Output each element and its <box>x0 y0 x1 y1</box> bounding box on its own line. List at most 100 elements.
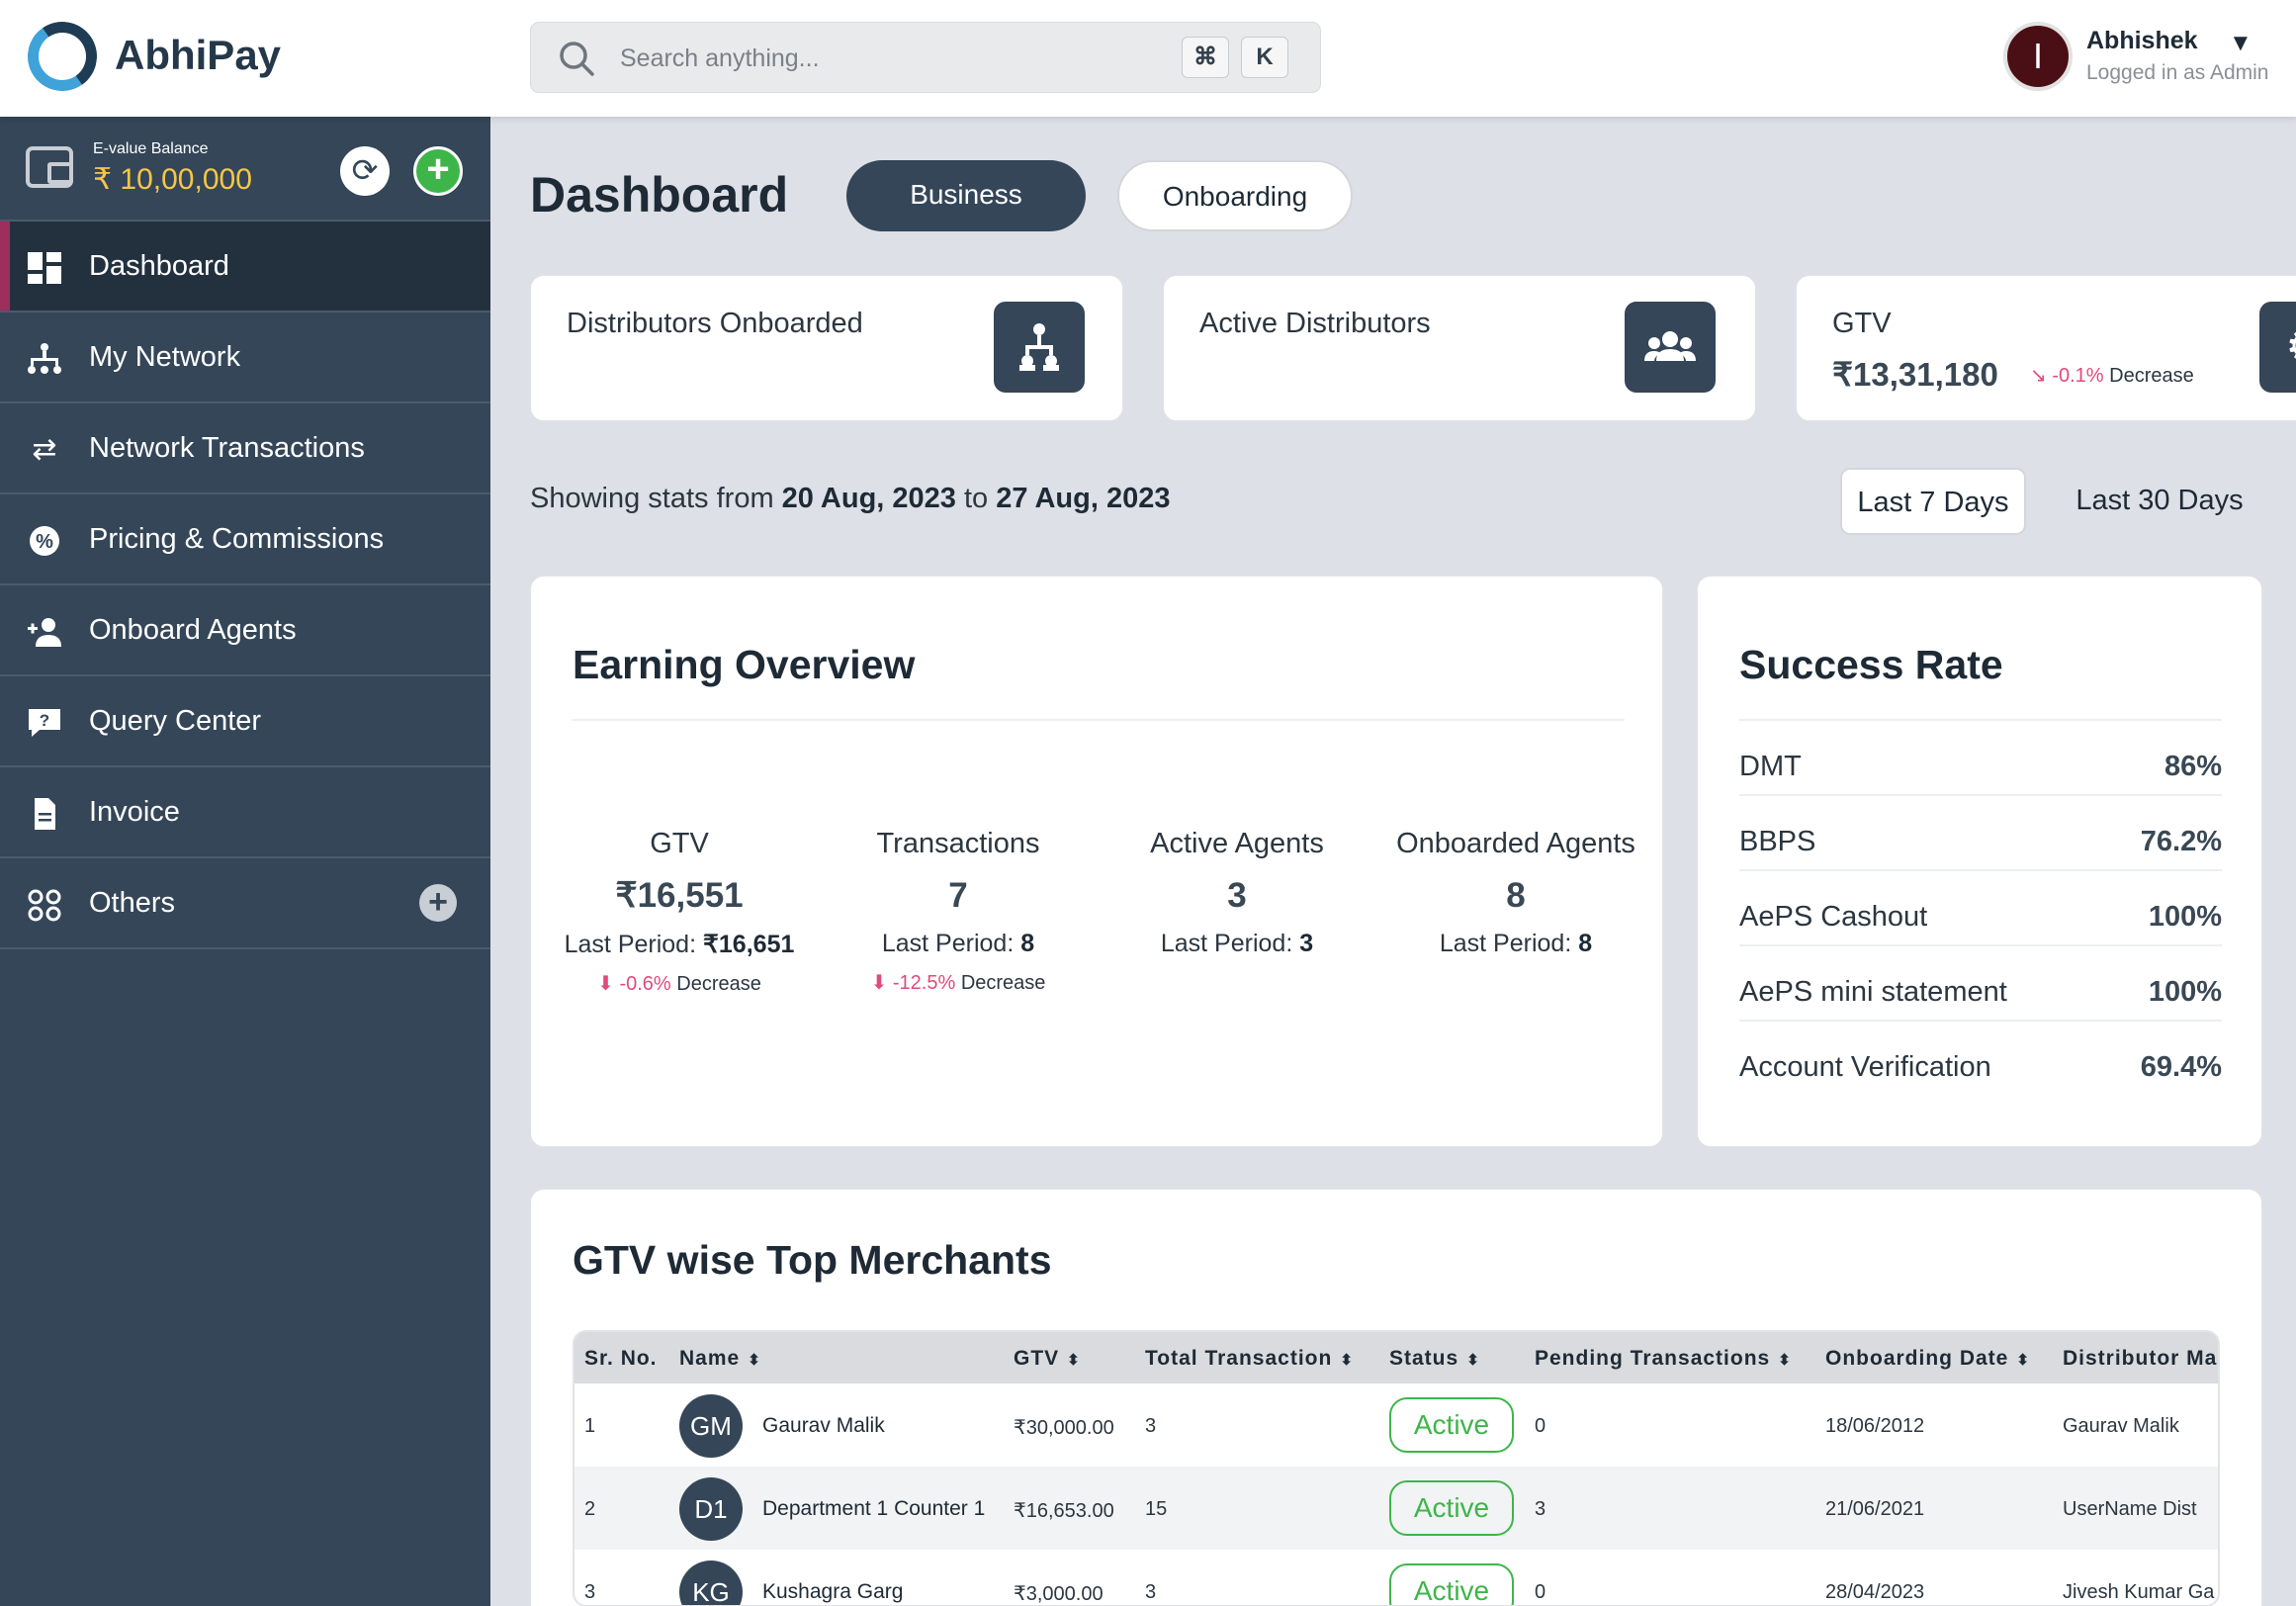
avatar: GM <box>679 1394 743 1458</box>
top-merchants-card: GTV wise Top Merchants Sr. No. Name ⬍ GTV… <box>530 1189 2262 1606</box>
cell-sr: 3 <box>584 1581 596 1603</box>
column-header-gtv[interactable]: GTV ⬍ <box>1014 1347 1081 1371</box>
cell-total: 3 <box>1145 1415 1157 1437</box>
success-row: AePS mini statement 100% <box>1739 946 2222 1022</box>
metric-last-period: Last Period: 8 <box>1387 930 1644 958</box>
metric-active-agents: Active Agents 3 Last Period: 3 <box>1108 828 1366 958</box>
section-title: Earning Overview <box>573 642 916 687</box>
sidebar-item-network-transactions[interactable]: ⇄ Network Transactions <box>0 403 490 494</box>
range-sep: to <box>963 483 989 514</box>
cell-distributor: Jivesh Kumar Ga <box>2063 1581 2215 1603</box>
cell-total: 3 <box>1145 1581 1157 1603</box>
sort-icon[interactable]: ⬍ <box>1340 1352 1354 1369</box>
avatar: KG <box>679 1561 743 1605</box>
sort-icon[interactable]: ⬍ <box>1067 1352 1081 1369</box>
sidebar-item-my-network[interactable]: My Network <box>0 312 490 403</box>
user-name[interactable]: Abhishek <box>2086 27 2198 54</box>
add-balance-button[interactable]: + <box>413 146 463 196</box>
cell-pending: 0 <box>1535 1581 1546 1603</box>
range-from: 20 Aug, 2023 <box>781 483 956 514</box>
cell-pending: 0 <box>1535 1415 1546 1437</box>
metric-value: 8 <box>1506 876 1526 915</box>
search-input[interactable]: Search anything... <box>620 45 820 72</box>
cell-gtv: ₹16,653.00 <box>1014 1500 1114 1522</box>
expand-plus-icon[interactable]: + <box>419 884 457 922</box>
column-header-onboarding-date[interactable]: Onboarding Date ⬍ <box>1825 1347 2030 1371</box>
brand-name: AbhiPay <box>115 32 282 78</box>
arrow-down-icon: ⬇ <box>597 973 614 995</box>
sidebar-item-label: Invoice <box>89 796 180 828</box>
column-header-name[interactable]: Name ⬍ <box>679 1347 761 1371</box>
cell-sr: 2 <box>584 1498 596 1520</box>
svg-text:%: % <box>36 531 53 553</box>
success-label: DMT <box>1739 751 1802 782</box>
column-header-pending[interactable]: Pending Transactions ⬍ <box>1535 1347 1792 1371</box>
network-icon <box>28 343 61 374</box>
success-rate-card: Success Rate DMT 86% BBPS 76.2% AePS Casho… <box>1697 576 2262 1147</box>
user-menu-caret-icon[interactable]: ▼ <box>2229 30 2252 56</box>
document-icon <box>35 798 55 830</box>
table-row[interactable]: 3 KG Kushagra Garg ₹3,000.00 3 Active 0 … <box>574 1550 2218 1605</box>
kpi-change-direction: Decrease <box>2109 365 2194 387</box>
kpi-label: Active Distributors <box>1199 308 1431 339</box>
last-period-label: Last Period: <box>564 931 697 958</box>
kpi-change: ↘ -0.1% Decrease <box>2030 363 2194 388</box>
refresh-balance-button[interactable]: ⟳ <box>340 146 390 196</box>
sort-icon[interactable]: ⬍ <box>1466 1352 1480 1369</box>
tab-business[interactable]: Business <box>846 160 1086 231</box>
metric-change: ⬇ -12.5% Decrease <box>830 970 1087 995</box>
metric-gtv: GTV ₹16,551 Last Period: ₹16,651 ⬇ -0.6%… <box>551 828 808 996</box>
sort-icon[interactable]: ⬍ <box>2016 1352 2030 1369</box>
column-header-total-transaction[interactable]: Total Transaction ⬍ <box>1145 1347 1354 1371</box>
wallet-panel: E-value Balance ₹ 10,00,000 ⟳ + <box>0 117 490 222</box>
status-badge: Active <box>1389 1563 1514 1605</box>
sidebar-item-pricing-commissions[interactable]: % Pricing & Commissions <box>0 494 490 585</box>
cell-name: Kushagra Garg <box>762 1580 904 1603</box>
kpi-label: Distributors Onboarded <box>567 308 863 339</box>
sidebar-item-label: Dashboard <box>89 250 229 282</box>
column-header-label: GTV <box>1014 1347 1060 1370</box>
refresh-icon: ⟳ <box>351 152 379 188</box>
question-chat-icon: ? <box>29 709 60 737</box>
user-avatar[interactable]: I <box>2003 22 2073 91</box>
kpi-label: GTV <box>1832 308 1892 339</box>
sort-icon[interactable]: ⬍ <box>1778 1352 1792 1369</box>
range-last-7-days-button[interactable]: Last 7 Days <box>1840 468 2026 535</box>
sidebar-item-label: Network Transactions <box>89 432 365 464</box>
last-period-value: 8 <box>1020 930 1035 957</box>
column-header-label: Status <box>1389 1347 1459 1370</box>
sidebar-item-dashboard[interactable]: Dashboard <box>0 222 490 312</box>
dashboard-icon <box>28 252 61 284</box>
column-header-status[interactable]: Status ⬍ <box>1389 1347 1480 1371</box>
wallet-balance: ₹ 10,00,000 <box>93 163 252 196</box>
page-title: Dashboard <box>530 167 789 223</box>
sidebar-item-query-center[interactable]: ? Query Center <box>0 676 490 767</box>
sidebar-item-invoice[interactable]: Invoice <box>0 767 490 858</box>
sort-icon[interactable]: ⬍ <box>748 1352 761 1369</box>
sidebar-item-onboard-agents[interactable]: Onboard Agents <box>0 585 490 676</box>
metric-label: Active Agents <box>1150 828 1324 859</box>
sidebar-item-label: Onboard Agents <box>89 614 297 646</box>
sidebar-item-label: Pricing & Commissions <box>89 523 385 555</box>
range-last-30-days-button[interactable]: Last 30 Days <box>2075 485 2244 516</box>
sidebar-item-others[interactable]: Others + <box>0 858 490 949</box>
tab-onboarding[interactable]: Onboarding <box>1117 160 1353 231</box>
metric-last-period: Last Period: 8 <box>830 930 1087 958</box>
success-label: BBPS <box>1739 826 1816 857</box>
cell-sr: 1 <box>584 1415 596 1437</box>
column-header-sr: Sr. No. <box>584 1347 658 1370</box>
divider <box>573 719 1625 721</box>
table-row[interactable]: 2 D1 Department 1 Counter 1 ₹16,653.00 1… <box>574 1467 2218 1550</box>
search-bar[interactable]: Search anything... ⌘ K <box>530 22 1321 93</box>
table-row[interactable]: 1 GM Gaurav Malik ₹30,000.00 3 Active 0 … <box>574 1383 2218 1467</box>
metric-label: GTV <box>650 828 709 859</box>
hierarchy-icon <box>994 302 1085 393</box>
wallet-icon <box>26 146 73 188</box>
kpi-change-value: -0.1% <box>2052 365 2104 387</box>
metric-value: 3 <box>1227 876 1247 915</box>
column-header-label: Name <box>679 1347 741 1370</box>
success-label: AePS mini statement <box>1739 976 2007 1008</box>
cell-pending: 3 <box>1535 1498 1546 1520</box>
last-period-label: Last Period: <box>1439 930 1572 957</box>
cell-total: 15 <box>1145 1498 1168 1520</box>
